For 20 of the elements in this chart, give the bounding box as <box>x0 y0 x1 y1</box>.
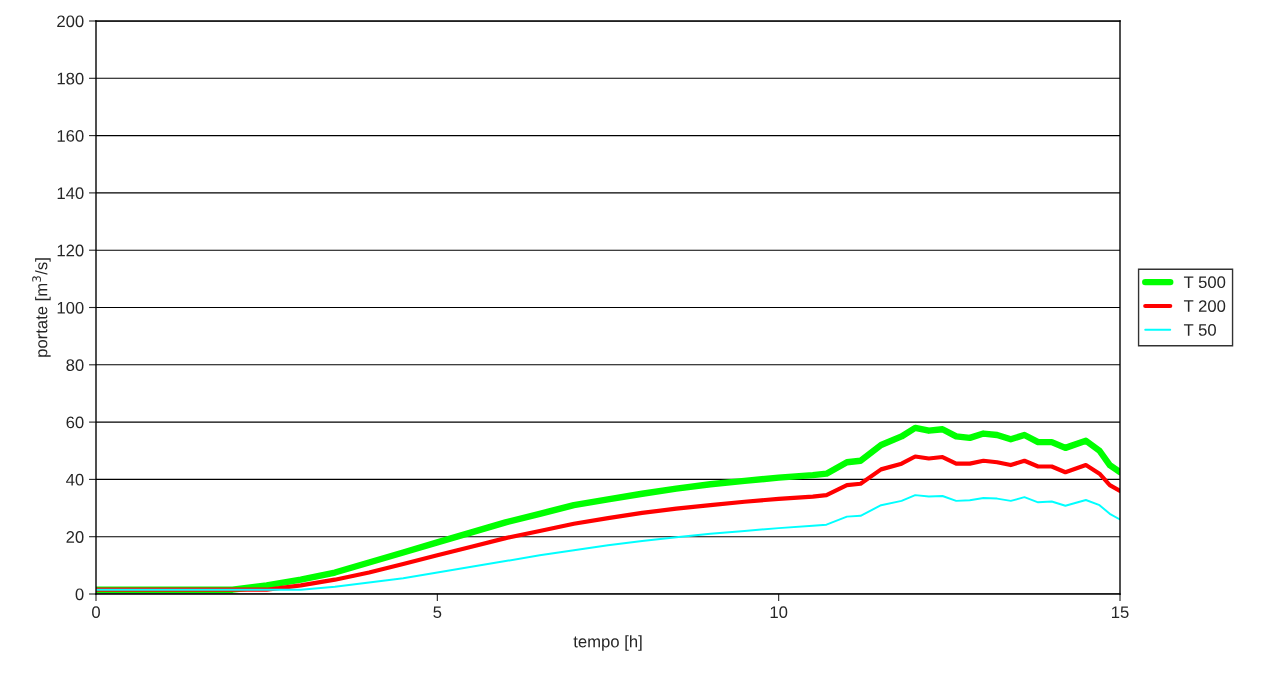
x-axis-title: tempo [h] <box>573 635 642 651</box>
legend-label: T 50 <box>1183 324 1216 336</box>
y-tick-label: 40 <box>66 473 84 486</box>
y-tick-label: 120 <box>57 244 84 257</box>
y-tick-label: 140 <box>57 187 84 200</box>
y-tick-label: 80 <box>66 359 84 371</box>
y-axis-title: portate [m$^{3}$/s] <box>32 258 51 357</box>
y-tick-label: 0 <box>75 588 84 601</box>
y-tick-label: 200 <box>57 15 84 28</box>
x-tick-label: 0 <box>92 606 100 619</box>
x-tick-label: 5 <box>433 606 442 619</box>
y-tick-label: 180 <box>57 72 84 85</box>
y-tick-label: 100 <box>57 301 84 314</box>
x-tick-label: 10 <box>770 606 788 619</box>
y-tick-label: 60 <box>66 416 84 429</box>
legend-label: T 500 <box>1183 276 1226 289</box>
legend-label: T 200 <box>1183 300 1226 312</box>
y-tick-label: 160 <box>57 130 84 142</box>
y-tick-label: 20 <box>66 531 84 543</box>
x-tick-label: 15 <box>1112 606 1129 619</box>
